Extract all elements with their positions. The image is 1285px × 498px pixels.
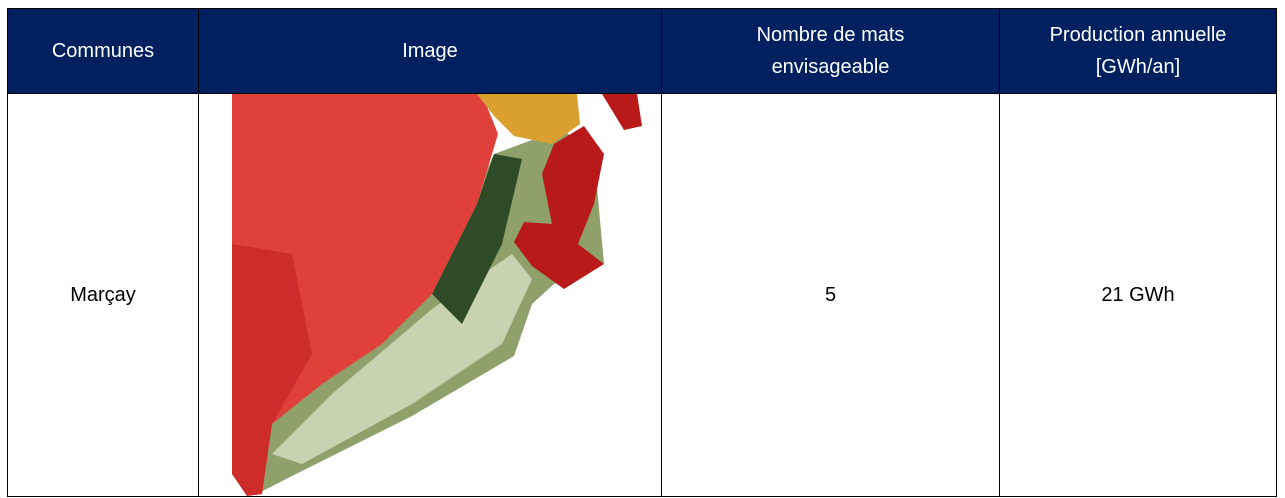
header-cell: Image xyxy=(198,8,662,94)
body-row: Marçay 5 21 GWh xyxy=(7,93,1277,497)
cell: 21 GWh xyxy=(999,93,1277,497)
cell: 5 xyxy=(661,93,1000,497)
header-text: Nombre de mats xyxy=(756,24,905,46)
red-cluster xyxy=(514,126,604,289)
image-cell xyxy=(198,93,662,497)
header-row: Communes Image Nombre de mats envisageabl… xyxy=(7,8,1277,94)
orange-zone xyxy=(477,94,580,144)
red-zone-dark xyxy=(232,244,312,496)
data-table: Communes Image Nombre de mats envisageabl… xyxy=(7,8,1277,497)
forest xyxy=(432,154,522,324)
red-top xyxy=(602,94,642,130)
header-cell: Communes xyxy=(7,8,199,94)
red-zone xyxy=(232,94,498,496)
map-image xyxy=(232,94,642,496)
header-text: Communes xyxy=(51,40,155,62)
header-text: [GWh/an] xyxy=(1095,56,1181,78)
cell: Marçay xyxy=(7,93,199,497)
header-cell: Production annuelle [GWh/an] xyxy=(999,8,1277,94)
header-cell: Nombre de mats envisageable xyxy=(661,8,1000,94)
header-text: envisageable xyxy=(771,56,890,78)
header-text: Production annuelle xyxy=(1049,24,1227,46)
header-text: Image xyxy=(402,40,458,62)
